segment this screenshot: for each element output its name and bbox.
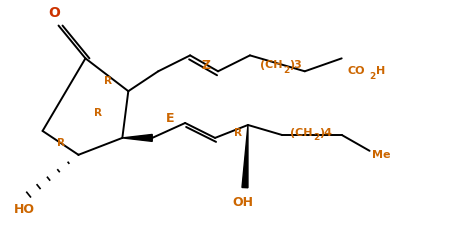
Text: 2: 2 — [370, 72, 376, 81]
Text: Me: Me — [372, 150, 390, 160]
Text: (CH: (CH — [290, 128, 312, 138]
Text: R: R — [104, 76, 113, 86]
Polygon shape — [242, 125, 248, 188]
Text: O: O — [49, 6, 60, 20]
Text: Z: Z — [201, 59, 211, 72]
Text: H: H — [376, 66, 385, 76]
Text: )3: )3 — [289, 60, 302, 70]
Text: 2: 2 — [313, 133, 319, 142]
Text: HO: HO — [14, 202, 35, 216]
Text: CO: CO — [348, 66, 365, 76]
Text: R: R — [234, 128, 242, 138]
Polygon shape — [122, 134, 152, 141]
Text: E: E — [166, 112, 174, 124]
Text: (CH: (CH — [260, 60, 282, 70]
Text: R: R — [94, 108, 102, 118]
Text: OH: OH — [232, 196, 253, 208]
Text: R: R — [57, 138, 65, 148]
Text: )4: )4 — [319, 128, 332, 138]
Text: 2: 2 — [283, 66, 289, 75]
